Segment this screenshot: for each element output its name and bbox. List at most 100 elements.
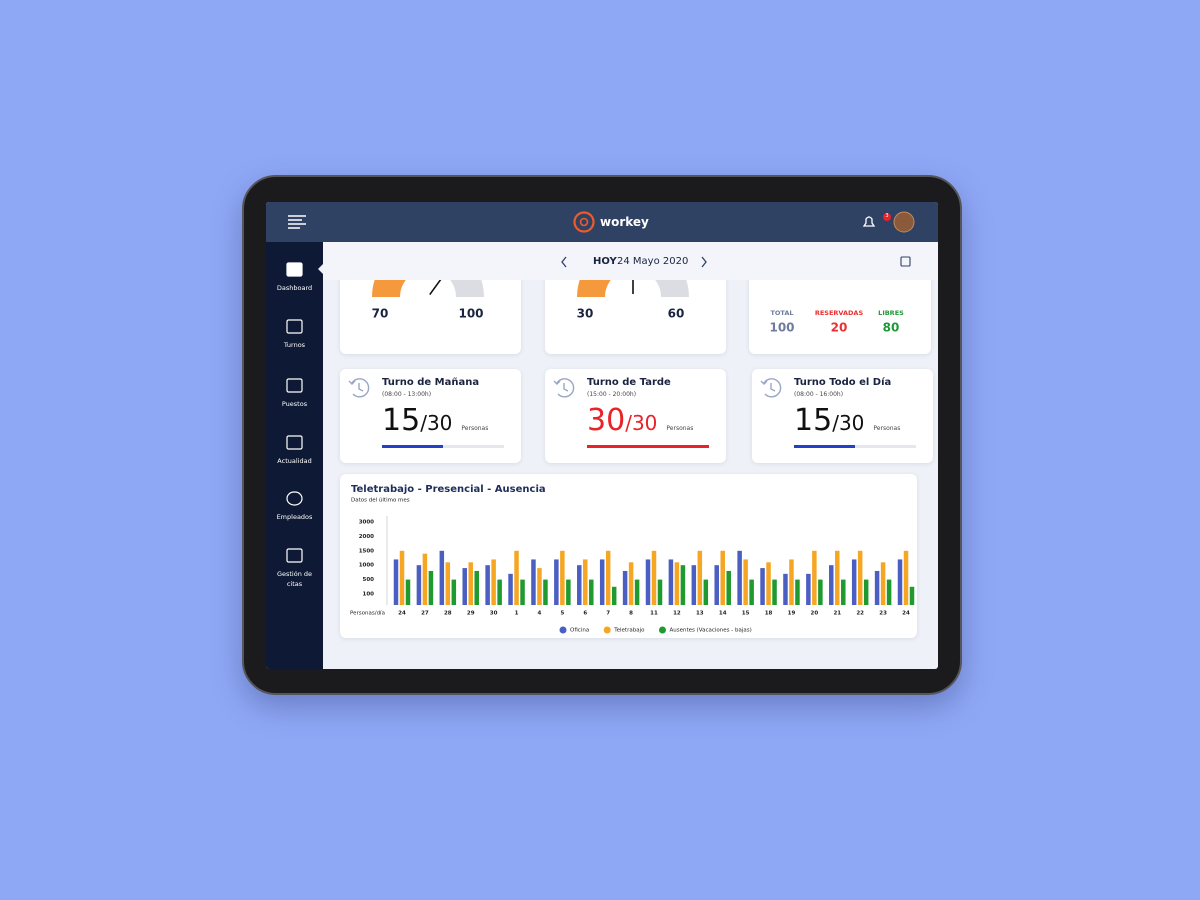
bar bbox=[841, 579, 846, 605]
bar bbox=[405, 579, 411, 605]
summary-label: LIBRES bbox=[878, 309, 904, 317]
x-tick-label: 20 bbox=[811, 611, 819, 617]
shift-capacity: 30 bbox=[631, 411, 658, 435]
legend-label: Teletrabajo bbox=[613, 628, 645, 634]
bar bbox=[393, 559, 399, 605]
nav-label: Gestión de citas bbox=[276, 570, 313, 588]
bar bbox=[897, 559, 903, 605]
calendar-button[interactable] bbox=[900, 256, 911, 267]
bar bbox=[611, 586, 617, 605]
gauge-value: 30 bbox=[577, 307, 594, 321]
bar bbox=[851, 559, 857, 605]
nav-item[interactable]: Puestos bbox=[266, 366, 323, 418]
x-tick-label: 6 bbox=[583, 611, 587, 617]
shift-hours: (08:00 - 16:00h) bbox=[794, 391, 844, 398]
active-indicator bbox=[318, 264, 323, 274]
shift-count: 30 bbox=[587, 403, 626, 438]
nav-item[interactable]: Empleados bbox=[266, 479, 323, 531]
bar bbox=[657, 579, 663, 605]
x-tick-label: 13 bbox=[696, 611, 704, 617]
nav-item[interactable]: Gestión de citas bbox=[266, 536, 323, 588]
bar bbox=[903, 550, 909, 605]
x-tick-label: 18 bbox=[765, 611, 773, 617]
y-tick-label: 100 bbox=[363, 592, 375, 598]
today-label: HOY bbox=[593, 256, 617, 267]
bell-icon[interactable] bbox=[862, 216, 876, 227]
shift-count-row: 15/30 Personas bbox=[794, 403, 900, 438]
x-tick-label: 22 bbox=[856, 611, 864, 617]
bar bbox=[543, 579, 548, 605]
nav-item[interactable]: Turnos bbox=[266, 307, 323, 359]
nav-icon bbox=[286, 319, 303, 334]
bar bbox=[818, 579, 823, 605]
avatar[interactable] bbox=[893, 211, 915, 233]
nav-icon bbox=[286, 262, 323, 277]
bar bbox=[514, 550, 519, 605]
nav-item[interactable]: Dashboard bbox=[266, 250, 323, 302]
bar bbox=[428, 570, 434, 605]
bar bbox=[668, 559, 674, 605]
shift-count-row: 30/30 Personas bbox=[587, 403, 693, 438]
bar bbox=[577, 565, 582, 605]
bar bbox=[806, 573, 811, 605]
notification-count: 3 bbox=[885, 213, 889, 219]
shift-count: 15 bbox=[382, 403, 421, 438]
legend-label: Ausentes (Vacaciones - bajas) bbox=[669, 628, 751, 634]
x-tick-label: 21 bbox=[833, 611, 841, 617]
x-tick-label: 7 bbox=[606, 611, 610, 617]
nav-label: Empleados bbox=[276, 513, 313, 521]
x-tick-label: 24 bbox=[398, 611, 406, 617]
gauge-needle bbox=[429, 277, 443, 296]
x-tick-label: 15 bbox=[742, 611, 750, 617]
shift-graphics bbox=[760, 378, 916, 448]
notification-badge bbox=[883, 213, 891, 221]
bar bbox=[422, 553, 428, 605]
history-icon bbox=[348, 378, 370, 398]
shift-capacity: 30 bbox=[838, 411, 865, 435]
bar bbox=[599, 559, 605, 605]
bar bbox=[531, 559, 536, 605]
x-tick-label: 29 bbox=[467, 611, 475, 617]
nav-icon-shape bbox=[286, 378, 303, 393]
bar bbox=[772, 579, 777, 605]
shift-graphics bbox=[348, 378, 504, 448]
nav-label: Puestos bbox=[281, 400, 308, 408]
prev-day[interactable] bbox=[561, 256, 567, 268]
bar bbox=[560, 550, 565, 605]
logo-icon bbox=[573, 211, 595, 233]
bar bbox=[812, 550, 817, 605]
bar bbox=[645, 559, 651, 605]
x-axis-label: Personas/día bbox=[350, 610, 385, 617]
bar bbox=[451, 579, 457, 605]
bar bbox=[857, 550, 863, 605]
menu-button[interactable] bbox=[288, 215, 306, 229]
next-day[interactable] bbox=[701, 256, 707, 268]
bar bbox=[583, 559, 588, 605]
bar bbox=[909, 586, 915, 605]
sidebar: Dashboard Turnos Puestos Actualidad Empleado… bbox=[266, 242, 323, 669]
x-tick-label: 19 bbox=[788, 611, 796, 617]
legend-swatch bbox=[603, 626, 611, 634]
bar bbox=[674, 562, 680, 605]
x-tick-label: 5 bbox=[560, 611, 564, 617]
bar bbox=[766, 562, 771, 605]
nav-label: Turnos bbox=[283, 341, 306, 349]
bar bbox=[634, 579, 640, 605]
shift-hours: (15:00 - 20:00h) bbox=[587, 391, 637, 398]
nav-icon-shape bbox=[286, 491, 303, 506]
bar bbox=[783, 573, 788, 605]
nav-item[interactable]: Actualidad bbox=[266, 423, 323, 475]
nav-icon bbox=[286, 491, 303, 506]
x-tick-label: 30 bbox=[490, 611, 498, 617]
shift-unit: Personas bbox=[873, 425, 901, 432]
x-tick-label: 23 bbox=[879, 611, 887, 617]
summary-value: 100 bbox=[769, 321, 794, 335]
bar bbox=[605, 550, 611, 605]
bar bbox=[749, 579, 754, 605]
x-tick-label: 8 bbox=[629, 611, 633, 617]
x-tick-label: 27 bbox=[421, 611, 429, 617]
nav-icon-shape bbox=[286, 262, 303, 277]
bar bbox=[714, 565, 719, 605]
nav-icon-shape bbox=[286, 435, 303, 450]
bar bbox=[462, 568, 467, 605]
